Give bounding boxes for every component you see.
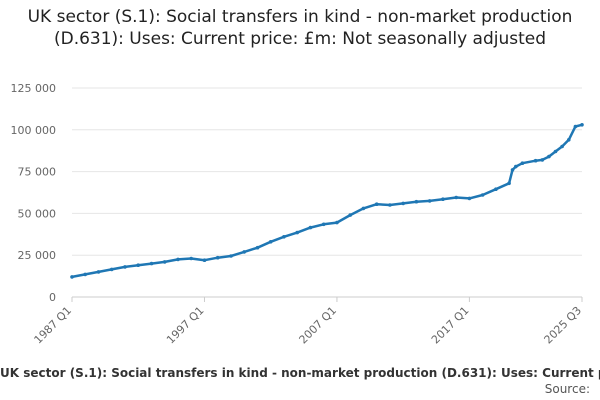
data-point [70, 275, 74, 279]
data-point [514, 164, 518, 169]
data-point [348, 213, 353, 217]
x-tick-label: 1997 Q1 [164, 304, 207, 347]
data-point [414, 199, 419, 204]
data-point [96, 270, 101, 274]
series-line [71, 123, 583, 279]
data-point [202, 258, 207, 263]
data-point [149, 261, 154, 266]
data-point [162, 260, 167, 264]
data-point [321, 222, 326, 227]
data-point [560, 144, 564, 149]
data-point [520, 161, 525, 165]
x-tick-label: 2007 Q1 [297, 304, 340, 347]
y-tick-label: 50 000 [18, 207, 57, 220]
data-point [83, 272, 87, 277]
data-point [507, 181, 511, 186]
data-point [123, 265, 127, 269]
data-point [268, 240, 273, 244]
data-point [494, 187, 498, 191]
data-point [427, 199, 432, 203]
y-tick-label: 25 000 [18, 249, 57, 262]
data-point [454, 195, 459, 200]
data-point [553, 149, 558, 154]
data-point [282, 235, 286, 239]
data-point [567, 138, 571, 142]
data-point [510, 168, 515, 172]
series-legend: UK sector (S.1): Social transfers in kin… [0, 366, 600, 380]
data-point [136, 263, 140, 268]
data-point [335, 220, 339, 225]
data-point [176, 257, 180, 262]
chart-title: UK sector (S.1): Social transfers in kin… [27, 7, 573, 49]
y-tick-label: 100 000 [11, 124, 57, 137]
x-tick-label: 1987 Q1 [32, 304, 75, 347]
source-label: Source: [544, 382, 590, 396]
y-tick-label: 75 000 [18, 166, 57, 179]
y-tick-label: 125 000 [11, 82, 57, 95]
y-tick-label: 0 [49, 291, 56, 304]
data-point [109, 267, 114, 272]
data-point [189, 256, 193, 261]
data-point [580, 123, 584, 127]
data-point [361, 206, 366, 211]
data-point [229, 254, 233, 258]
data-point [374, 202, 379, 206]
data-point [242, 250, 246, 254]
data-point [533, 158, 538, 163]
x-tick-label: 2025 Q3 [542, 304, 585, 347]
data-point [388, 203, 392, 207]
data-point [540, 158, 545, 162]
data-point [295, 230, 300, 235]
data-point [401, 201, 406, 206]
x-tick-label: 2017 Q1 [429, 304, 472, 347]
data-point [547, 154, 551, 159]
data-point [308, 225, 313, 230]
data-point [573, 124, 578, 129]
data-point [441, 197, 445, 201]
data-point [467, 196, 472, 201]
data-point [480, 193, 485, 197]
data-point [215, 255, 220, 260]
data-point [255, 245, 260, 250]
